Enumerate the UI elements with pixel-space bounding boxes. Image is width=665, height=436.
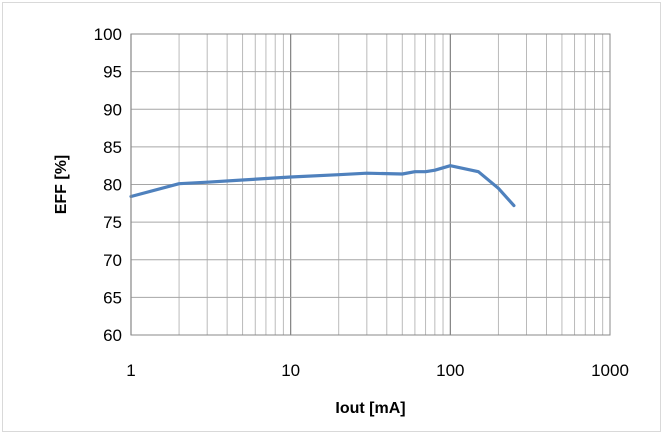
y-tick-label: 75 (103, 213, 122, 232)
y-tick-label: 85 (103, 138, 122, 157)
y-axis-title: EFF [%] (53, 155, 70, 215)
y-tick-label: 60 (103, 326, 122, 345)
y-tick-label: 90 (103, 100, 122, 119)
y-tick-label: 65 (103, 288, 122, 307)
x-tick-label: 10 (281, 361, 300, 380)
x-tick-label: 100 (436, 361, 464, 380)
x-tick-label: 1000 (591, 361, 629, 380)
series-layer (129, 164, 516, 208)
x-tick-labels: 1 10 100 1000 (126, 361, 629, 380)
grid (130, 33, 610, 336)
y-tick-label: 95 (103, 63, 122, 82)
x-axis-title: Iout [mA] (335, 400, 405, 417)
x-tick-label: 1 (126, 361, 135, 380)
chart-frame (2, 2, 661, 432)
plot-area-border (130, 33, 611, 336)
y-tick-label: 100 (94, 25, 122, 44)
y-tick-label: 70 (103, 251, 122, 270)
y-tick-label: 80 (103, 176, 122, 195)
y-tick-labels: 60 65 70 75 80 85 90 95 100 (94, 25, 122, 345)
efficiency-series-line (129, 164, 516, 208)
